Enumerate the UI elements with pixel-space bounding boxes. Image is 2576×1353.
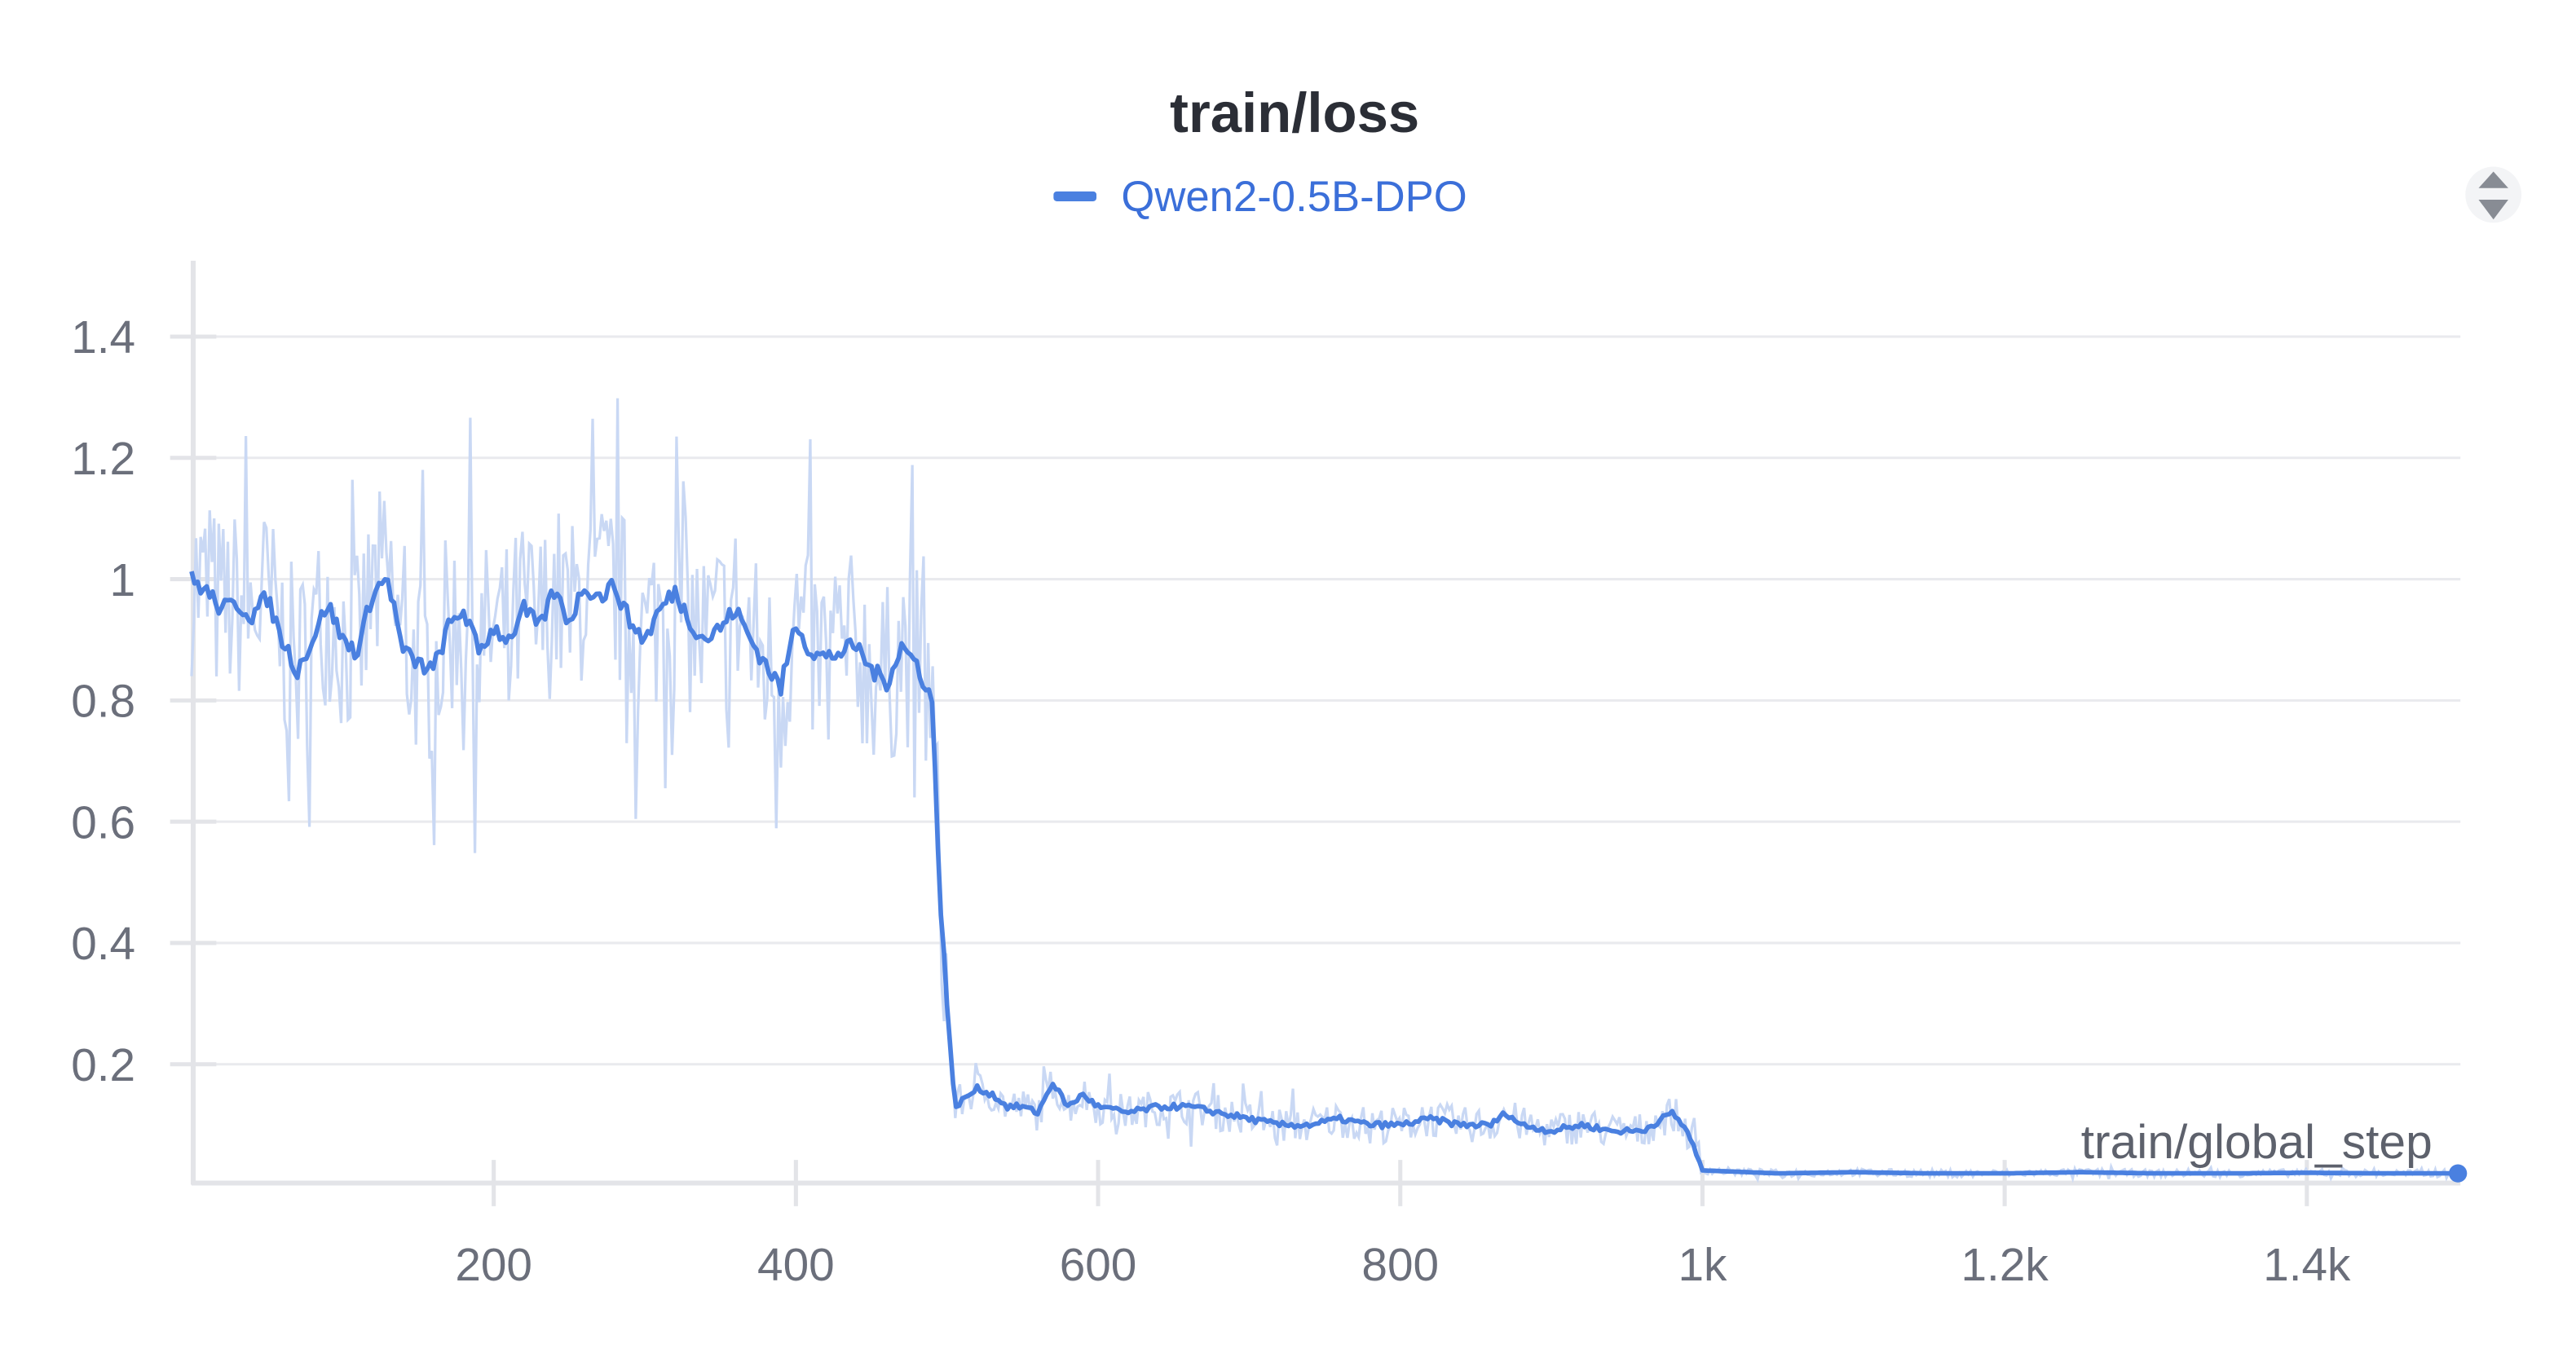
- y-axis: 0.2 0.4 0.6 0.8 1 1.2 1.4: [71, 312, 217, 1091]
- chart-title: train/loss: [1170, 82, 1419, 144]
- raw-series-line: [190, 398, 2459, 1183]
- plot-area: [189, 398, 2468, 1183]
- x-tick-label: 600: [1060, 1240, 1137, 1291]
- y-tick-label: 0.8: [71, 676, 135, 728]
- sort-arrows-icon[interactable]: [2465, 166, 2522, 223]
- x-tick-label: 1.2k: [1961, 1240, 2049, 1291]
- y-tick-label: 1.4: [71, 312, 135, 364]
- x-tick-label: 800: [1361, 1240, 1439, 1291]
- x-tick-label: 1.4k: [2263, 1240, 2351, 1291]
- grid: [193, 335, 2461, 1066]
- legend[interactable]: Qwen2-0.5B-DPO: [1053, 173, 1467, 221]
- series-endpoint[interactable]: [2449, 1164, 2468, 1183]
- x-tick-label: 400: [757, 1240, 835, 1291]
- y-tick-label: 0.6: [71, 797, 135, 848]
- legend-label: Qwen2-0.5B-DPO: [1121, 173, 1467, 221]
- x-axis-label: train/global_step: [2081, 1116, 2433, 1169]
- y-tick-label: 1: [110, 555, 136, 606]
- y-tick-label: 0.2: [71, 1040, 135, 1091]
- y-tick-label: 1.2: [71, 434, 135, 485]
- series-line[interactable]: [189, 571, 2459, 1176]
- legend-swatch: [1053, 191, 1097, 201]
- y-tick-label: 0.4: [71, 919, 135, 970]
- x-axis: 200 400 600 800 1k 1.2k 1.4k: [455, 1160, 2351, 1291]
- x-tick-label: 200: [455, 1240, 532, 1291]
- x-tick-label: 1k: [1678, 1240, 1727, 1291]
